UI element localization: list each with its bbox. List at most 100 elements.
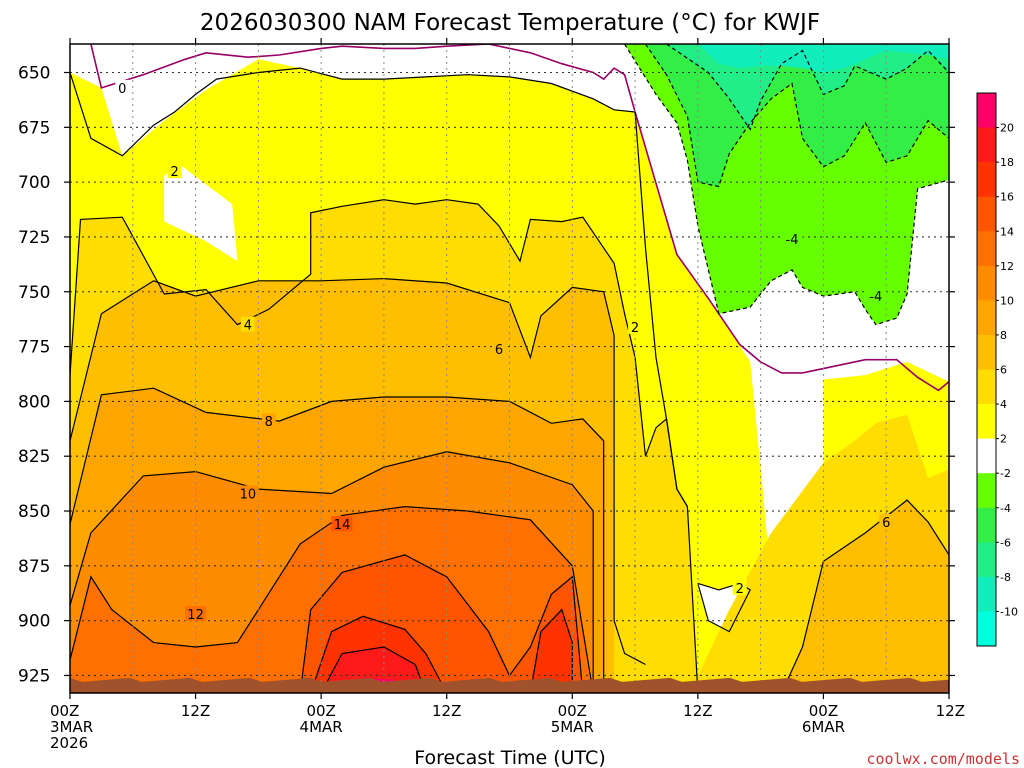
x-tick-label-4-1: 5MAR [551, 718, 594, 736]
colorbar-label-4: 12 [1000, 260, 1014, 273]
colorbar-bin-4 [977, 231, 996, 267]
colorbar-label-7: 6 [1000, 364, 1007, 377]
colorbar-bin-8 [977, 369, 996, 405]
contour-label-bg-4 [240, 316, 255, 332]
colorbar-label-8: 4 [1000, 398, 1007, 411]
contour-label-bg-7 [261, 413, 276, 429]
x-tick-label-4-0: 00Z [558, 702, 587, 720]
colorbar-bin-12 [977, 507, 996, 543]
colorbar-label-3: 14 [1000, 225, 1014, 238]
contour-label-7: 8 [265, 415, 273, 430]
ground-layer [70, 677, 949, 693]
x-axis-label: Forecast Time (UTC) [414, 747, 605, 768]
y-tick-label-2: 700 [18, 173, 50, 193]
colorbar-bin-14 [977, 576, 996, 612]
colorbar-bin-13 [977, 542, 996, 578]
credit-text: coolwx.com/models [866, 750, 1020, 768]
contour-label-1: 2 [171, 165, 179, 180]
contour-label-bg-3 [732, 579, 747, 595]
colorbar-bin-6 [977, 300, 996, 336]
y-axis-pressure-ticks: 650 675 700 725 750 775 800 825 850 875 900 925 [18, 64, 955, 686]
contour-label-0: 0 [118, 82, 126, 97]
contour-label-bg-5 [492, 340, 507, 356]
contour-label-bg-9 [185, 606, 207, 622]
colorbar-label-12: -6 [1000, 536, 1011, 549]
colorbar-label-6: 8 [1000, 329, 1007, 342]
grid-lines [70, 44, 949, 693]
colorbar-bin-15 [977, 611, 996, 647]
x-tick-label-2-0: 00Z [306, 702, 335, 720]
contour-labels-layer: 0 2 2 2 4 6 6 8 10 12 14 -4 -4 [115, 79, 894, 623]
y-tick-label-9: 875 [18, 557, 50, 577]
x-tick-label-0-0: 00Z [50, 702, 79, 720]
contour-label-2: 2 [631, 321, 639, 336]
y-tick-label-4: 750 [18, 283, 50, 303]
contour-line-13 [320, 646, 427, 693]
contour-label-5: 6 [495, 343, 503, 358]
x-tick-label-7-0: 12Z [936, 702, 965, 720]
contour-line-10 [299, 554, 584, 693]
colorbar-label-5: 10 [1000, 294, 1014, 307]
contour-line-15 [624, 44, 949, 326]
x-tick-label-0-1: 3MAR [50, 718, 93, 736]
contour-line-12 [529, 608, 573, 693]
y-tick-label-7: 825 [18, 447, 50, 467]
contour-label-bg-6 [879, 513, 894, 529]
x-tick-label-6-1: 6MAR [802, 718, 845, 736]
contour-line-14 [645, 44, 949, 188]
x-tick-label-6-0: 00Z [809, 702, 838, 720]
colorbar-bin-9 [977, 404, 996, 439]
contour-line-4 [70, 199, 688, 507]
contour-lines-layer [70, 44, 949, 693]
colorbar-bin-7 [977, 334, 996, 370]
contour-label-14: -4 [786, 233, 799, 248]
contour-label-6: 6 [882, 516, 890, 531]
contour-label-10: 14 [334, 518, 351, 533]
x-tick-label-5-0: 12Z [683, 702, 712, 720]
contour-line-7 [70, 387, 605, 693]
contour-line-1 [70, 67, 636, 157]
y-tick-label-10: 900 [18, 612, 50, 632]
y-tick-label-3: 725 [18, 228, 50, 248]
y-tick-label-11: 925 [18, 666, 50, 686]
y-tick-label-0: 650 [18, 64, 50, 84]
contour-line-16 [666, 44, 949, 131]
contour-label-bg-10 [331, 516, 353, 532]
contour-label-bg-14 [781, 231, 803, 247]
x-tick-label-1-0: 12Z [181, 702, 210, 720]
colorbar-label-0: 20 [1000, 122, 1014, 135]
contour-line-3 [697, 582, 751, 633]
x-tick-label-0-2: 2026 [50, 734, 88, 752]
x-tick-label-2-1: 4MAR [300, 718, 343, 736]
colorbar-label-13: -8 [1000, 571, 1011, 584]
colorbar-label-1: 18 [1000, 156, 1014, 169]
y-tick-label-5: 775 [18, 338, 50, 358]
temp-region-13 [530, 609, 573, 693]
contour-line-6 [781, 499, 949, 693]
colorbar: 20 18 16 14 12 10 8 6 4 2 -2 -4 -6 -8 -10 [976, 92, 1018, 647]
contour-label-bg-15 [865, 288, 887, 304]
y-tick-label-8: 850 [18, 502, 50, 522]
contour-line-8 [70, 451, 594, 693]
contour-label-bg-2 [628, 318, 643, 334]
contour-label-bg-0 [115, 79, 130, 95]
contour-label-9: 12 [187, 608, 204, 623]
colorbar-bin-11 [977, 473, 996, 509]
chart-title: 2026030300 NAM Forecast Temperature (°C)… [200, 10, 820, 36]
contour-label-4: 4 [244, 319, 252, 334]
colorbar-bin-3 [977, 196, 996, 232]
contour-label-bg-8 [237, 485, 259, 501]
colorbar-label-2: 16 [1000, 191, 1014, 204]
contour-label-15: -4 [869, 290, 882, 305]
contour-label-3: 2 [736, 582, 744, 597]
colorbar-bin-2 [977, 162, 996, 197]
colorbar-bin-0 [977, 93, 996, 128]
contour-label-bg-1 [167, 163, 182, 179]
plot-frame [69, 43, 950, 694]
colorbar-bin-10 [977, 438, 996, 474]
y-tick-label-1: 675 [18, 118, 50, 138]
colorbar-bin-1 [977, 127, 996, 163]
ground-terrain [70, 677, 949, 693]
